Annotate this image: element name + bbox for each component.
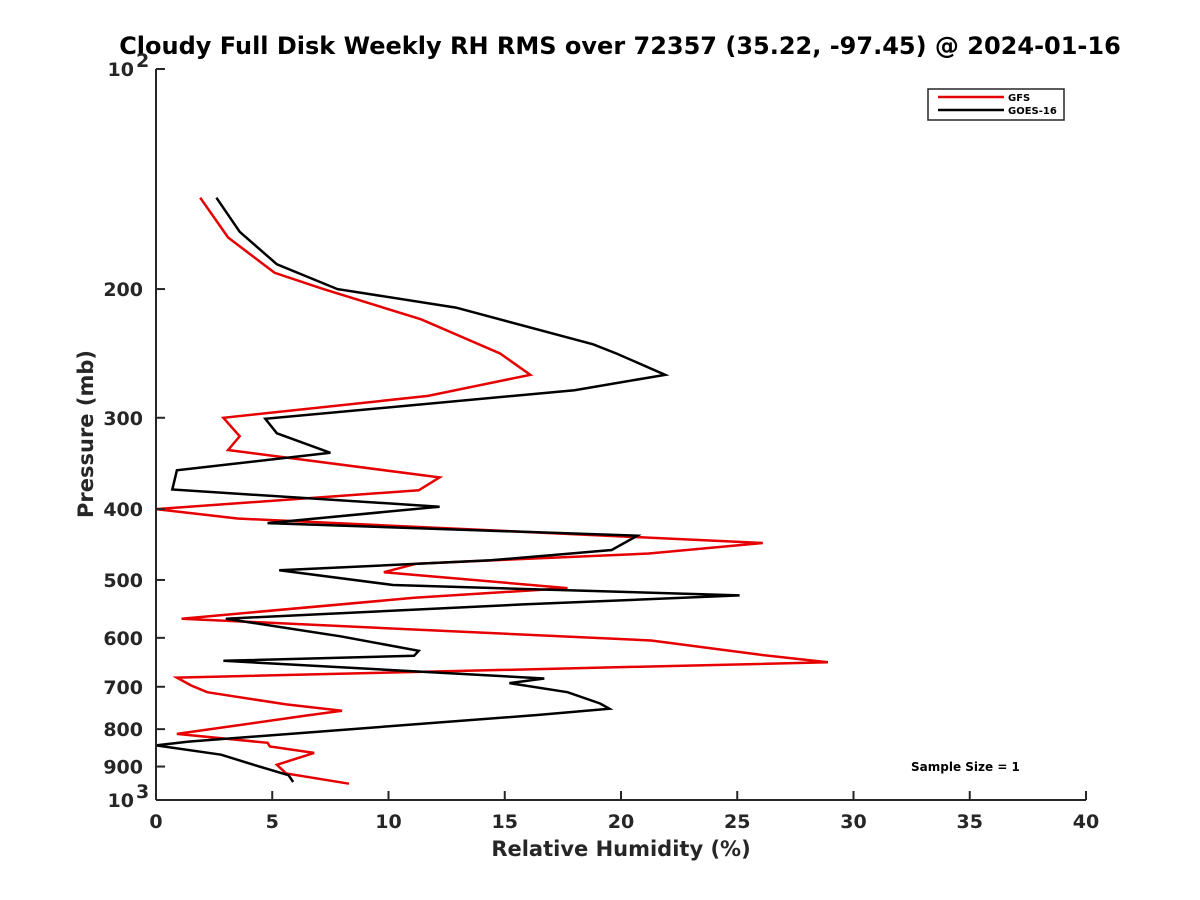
y-tick-exponent: 2 bbox=[136, 50, 149, 72]
sample-size-annotation: Sample Size = 1 bbox=[911, 760, 1020, 774]
x-axis-label: Relative Humidity (%) bbox=[491, 837, 750, 861]
x-tick-label: 0 bbox=[149, 811, 162, 833]
x-tick-label: 5 bbox=[266, 811, 279, 833]
y-tick-label: 700 bbox=[103, 677, 143, 699]
x-tick-label: 25 bbox=[724, 811, 750, 833]
y-tick-label: 800 bbox=[103, 719, 143, 741]
x-tick-label: 35 bbox=[957, 811, 983, 833]
y-tick-label: 600 bbox=[103, 628, 143, 650]
legend: GFS GOES-16 bbox=[927, 88, 1065, 121]
x-tick-label: 15 bbox=[492, 811, 518, 833]
y-tick-label: 400 bbox=[103, 499, 143, 521]
chart-title: Cloudy Full Disk Weekly RH RMS over 7235… bbox=[119, 32, 1121, 60]
y-tick-label: 500 bbox=[103, 570, 143, 592]
y-axis-label: Pressure (mb) bbox=[74, 350, 98, 518]
y-tick-base: 10 bbox=[108, 790, 134, 812]
y-tick-label: 300 bbox=[103, 408, 143, 430]
legend-label-gfs: GFS bbox=[1008, 93, 1030, 104]
x-tick-label: 40 bbox=[1073, 811, 1099, 833]
y-tick-label: 10 bbox=[108, 59, 134, 81]
y-tick-label: 200 bbox=[103, 279, 143, 301]
y-tick-label: 900 bbox=[103, 757, 143, 779]
y-tick-base: 10 bbox=[108, 59, 134, 81]
legend-label-goes16: GOES-16 bbox=[1008, 106, 1057, 117]
x-tick-label: 10 bbox=[375, 811, 401, 833]
x-tick-label: 30 bbox=[840, 811, 866, 833]
y-tick-label: 10 bbox=[108, 790, 134, 812]
series-line-goes16 bbox=[155, 196, 740, 783]
x-tick-label: 20 bbox=[608, 811, 634, 833]
series-layer bbox=[155, 196, 829, 785]
y-tick-exponent: 3 bbox=[136, 781, 149, 803]
x-ticks: 0 5 10 15 20 25 30 35 40 bbox=[149, 791, 1099, 833]
legend-box bbox=[927, 88, 1065, 121]
series-line-gfs bbox=[155, 196, 829, 785]
